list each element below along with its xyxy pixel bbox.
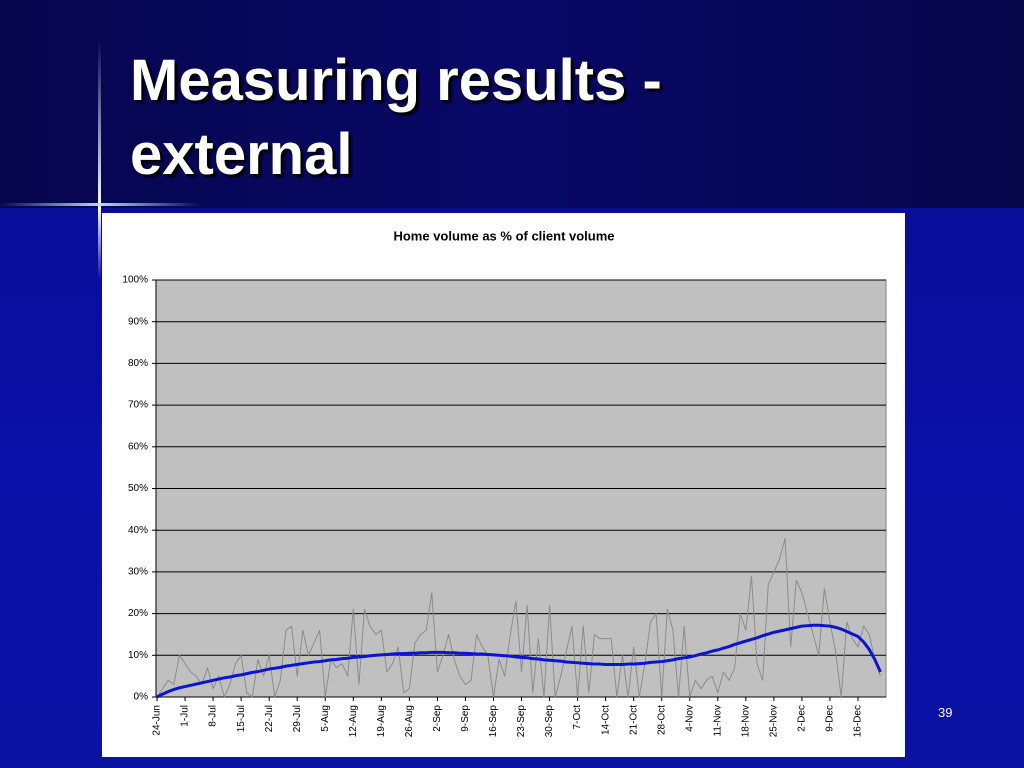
x-tick-label: 21-Oct	[628, 705, 639, 735]
page-number: 39	[938, 705, 953, 720]
title-band	[0, 0, 1024, 208]
x-tick-label: 18-Nov	[740, 705, 751, 737]
x-tick-label: 9-Dec	[825, 705, 836, 732]
slide-title: Measuring results - external	[130, 48, 662, 187]
x-tick-label: 22-Jul	[264, 705, 275, 732]
x-tick-label: 26-Aug	[404, 705, 415, 737]
x-tick-label: 30-Sep	[544, 705, 555, 738]
x-tick-label: 23-Sep	[516, 705, 527, 738]
y-tick-label: 20%	[128, 608, 148, 619]
x-tick-label: 15-Jul	[236, 705, 247, 732]
x-tick-label: 2-Dec	[797, 705, 808, 732]
y-tick-label: 40%	[128, 525, 148, 536]
y-tick-label: 70%	[128, 400, 148, 411]
y-tick-label: 80%	[128, 358, 148, 369]
y-tick-label: 90%	[128, 316, 148, 327]
x-tick-label: 12-Aug	[348, 705, 359, 737]
x-tick-label: 29-Jul	[292, 705, 303, 732]
y-tick-label: 10%	[128, 650, 148, 661]
x-tick-label: 25-Nov	[769, 705, 780, 737]
x-tick-label: 2-Sep	[432, 705, 443, 732]
x-tick-label: 16-Dec	[853, 705, 864, 737]
series-line	[156, 623, 882, 699]
x-tick-label: 4-Nov	[684, 705, 695, 732]
chart-title: Home volume as % of client volume	[393, 228, 614, 243]
y-tick-label: 0%	[134, 692, 149, 703]
x-tick-label: 24-Jun	[152, 705, 163, 736]
decoration	[98, 40, 101, 280]
x-tick-label: 1-Jul	[180, 705, 191, 727]
x-tick-label: 14-Oct	[600, 705, 611, 735]
x-tick-label: 8-Jul	[208, 705, 219, 727]
decoration	[0, 203, 200, 206]
x-tick-label: 16-Sep	[488, 705, 499, 738]
x-tick-label: 11-Nov	[712, 705, 723, 737]
y-tick-label: 60%	[128, 441, 148, 452]
y-tick-label: 100%	[122, 275, 148, 286]
y-tick-label: 50%	[128, 483, 148, 494]
x-tick-label: 5-Aug	[320, 705, 331, 732]
x-tick-label: 28-Oct	[656, 705, 667, 735]
x-tick-label: 19-Aug	[376, 705, 387, 737]
y-tick-label: 30%	[128, 567, 148, 578]
series-line	[156, 538, 881, 698]
chart: Home volume as % of client volume 0% 10% 2…	[102, 213, 905, 757]
x-tick-label: 7-Oct	[572, 705, 583, 730]
x-tick-label: 9-Sep	[460, 705, 471, 732]
